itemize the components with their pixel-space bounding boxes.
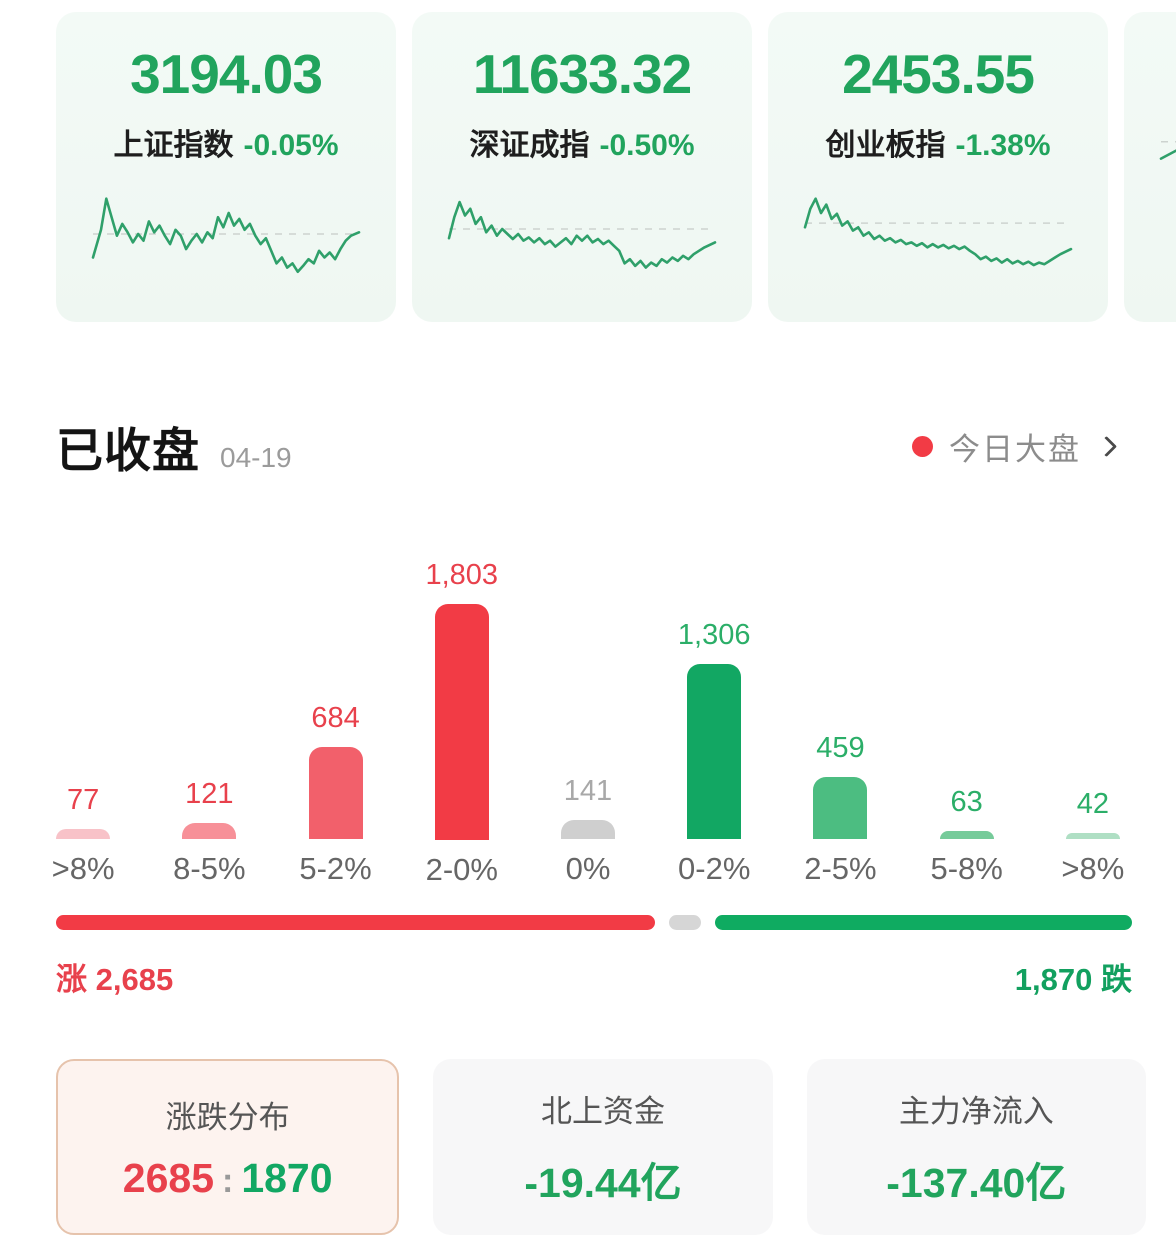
index-cards-row: 3194.03 上证指数 -0.05% 11633.32 深证成指 -0.50% 2…: [0, 0, 1176, 322]
bar-value-label: 1,306: [677, 619, 751, 651]
card-title: 北上资金: [540, 1093, 665, 1129]
bar: [308, 747, 363, 839]
sparkline-chart: [91, 197, 361, 274]
bar-category-label: 0-2%: [678, 851, 751, 886]
distribution-bar-chart: 77 >8% 121 8-5% 684 5-2% 1,803 2-0% 141 …: [20, 559, 1156, 889]
bar: [813, 777, 868, 839]
index-name: 深证成指: [469, 129, 590, 162]
bar-category-label: 5-2%: [299, 851, 372, 886]
bar-category-label: >8%: [1061, 851, 1125, 886]
index-value: 11633.32: [472, 43, 692, 105]
decliners-segment: [714, 915, 1132, 930]
advance-decline-bar: [56, 915, 1132, 930]
ratio-separator: :: [222, 1162, 234, 1200]
card-title: 涨跌分布: [165, 1100, 290, 1135]
index-card-shenzhen[interactable]: 11633.32 深证成指 -0.50%: [412, 12, 752, 322]
bar-column: 1,803 2-0%: [399, 559, 525, 889]
bar-column: 459 2-5%: [777, 559, 903, 889]
summary-cards-row: 涨跌分布 2685:1870 北上资金 -19.44亿 主力净流入 -137.4…: [56, 1059, 1146, 1235]
index-change: -1.38%: [955, 129, 1051, 162]
index-card-chinext[interactable]: 2453.55 创业板指 -1.38%: [768, 12, 1108, 322]
bar-category-label: 2-5%: [804, 851, 877, 886]
card-value: -19.44亿: [524, 1159, 682, 1206]
card-value: 2685:1870: [123, 1155, 333, 1202]
bar-category-label: 0%: [565, 851, 611, 886]
tab-main-net-inflow[interactable]: 主力净流入 -137.40亿: [806, 1059, 1146, 1235]
bar-value-label: 63: [950, 786, 983, 818]
card-value: -137.40亿: [886, 1159, 1067, 1206]
market-status-title: 已收盘: [56, 424, 200, 477]
advancers-count: 涨 2,685: [56, 962, 174, 997]
decliners-value: 1870: [241, 1155, 333, 1201]
bar-value-label: 684: [311, 702, 360, 734]
bar-value-label: 42: [1076, 788, 1109, 820]
index-label-row: 创业板指 -1.38%: [768, 120, 1108, 164]
today-market-label: 今日大盘: [949, 432, 1081, 467]
bar: [687, 664, 742, 839]
index-card-shanghai[interactable]: 3194.03 上证指数 -0.05%: [56, 12, 396, 322]
bar-column: 141 0%: [525, 559, 651, 889]
bar-value-label: 77: [66, 784, 100, 816]
red-dot-icon: [912, 436, 933, 457]
bar-column: 121 8-5%: [146, 559, 272, 889]
market-date: 04-19: [220, 442, 292, 473]
bar: [182, 823, 237, 839]
sparkline-chart: [1159, 141, 1176, 160]
today-market-link[interactable]: 今日大盘: [912, 424, 1120, 469]
bar-category-label: 8-5%: [173, 851, 246, 886]
section-header: 已收盘 04-19 今日大盘: [56, 412, 1120, 481]
bar-column: 1,306 0-2%: [651, 559, 777, 889]
bar-column: 42 >8%: [1030, 559, 1156, 889]
index-value: 2453.55: [842, 43, 1035, 105]
bar-column: 684 5-2%: [272, 559, 398, 889]
index-card-partial[interactable]: [1124, 12, 1176, 322]
bar-value-label: 459: [816, 732, 865, 764]
bar-value-label: 141: [563, 775, 613, 807]
index-name: 上证指数: [113, 129, 234, 162]
advancers-value: 2685: [122, 1155, 214, 1201]
advance-decline-labels: 涨 2,685 1,870 跌: [56, 954, 1132, 999]
tab-updown-distribution[interactable]: 涨跌分布 2685:1870: [56, 1059, 400, 1235]
index-label-row: [1124, 42, 1176, 76]
bar-column: 77 >8%: [20, 559, 146, 889]
bar: [434, 604, 489, 840]
tab-northbound-funds[interactable]: 北上资金 -19.44亿: [433, 1059, 773, 1235]
sparkline-chart: [447, 200, 717, 269]
index-change: -0.05%: [243, 129, 339, 162]
index-change: -0.50%: [599, 129, 695, 162]
bar-value-label: 1,803: [425, 559, 499, 591]
sparkline-chart: [803, 197, 1073, 267]
bar: [1065, 833, 1120, 839]
index-value: 3194.03: [130, 43, 323, 105]
bar-category-label: >8%: [51, 851, 115, 886]
bar-category-label: 5-8%: [930, 851, 1003, 886]
bar: [560, 820, 615, 839]
bar-category-label: 2-0%: [425, 851, 498, 887]
card-title: 主力净流入: [898, 1093, 1054, 1129]
bar: [939, 831, 994, 839]
bar: [56, 829, 111, 839]
decliners-count: 1,870 跌: [1014, 962, 1132, 997]
index-label-row: 上证指数 -0.05%: [56, 120, 396, 164]
index-name: 创业板指: [825, 129, 946, 162]
unchanged-segment: [669, 915, 701, 930]
bar-value-label: 121: [185, 778, 234, 810]
index-label-row: 深证成指 -0.50%: [412, 120, 752, 164]
chevron-right-icon: [1095, 435, 1118, 458]
advancers-segment: [56, 915, 656, 930]
market-status: 已收盘 04-19: [56, 412, 292, 481]
bar-column: 63 5-8%: [904, 559, 1030, 889]
